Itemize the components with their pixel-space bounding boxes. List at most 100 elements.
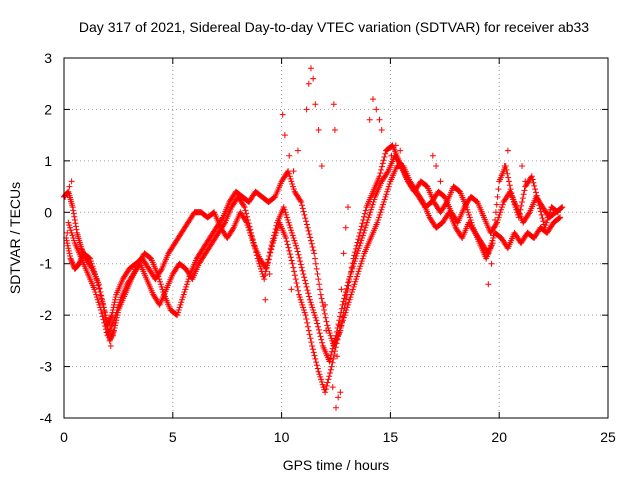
data-point (322, 314, 329, 321)
data-point (385, 183, 392, 190)
data-point (66, 253, 73, 259)
data-point (343, 285, 350, 292)
data-point (344, 204, 351, 211)
data-point (366, 211, 373, 218)
data-point (318, 295, 325, 302)
data-point (530, 179, 537, 186)
data-point (349, 286, 356, 293)
data-point (533, 192, 540, 199)
data-point (506, 182, 513, 189)
data-point (180, 291, 187, 298)
data-point (507, 186, 514, 193)
data-point (347, 294, 354, 301)
data-point (521, 187, 528, 194)
data-point (330, 355, 337, 362)
data-point (306, 293, 313, 300)
data-point (312, 355, 319, 362)
data-point (433, 163, 440, 169)
data-point (302, 215, 309, 222)
data-point (337, 389, 344, 396)
data-point (250, 239, 257, 246)
data-point (330, 342, 337, 349)
data-point (351, 281, 358, 288)
data-point (315, 326, 322, 333)
data-point (317, 291, 324, 298)
data-point (323, 327, 330, 334)
data-point (314, 365, 321, 372)
data-point (464, 206, 471, 213)
data-point (107, 316, 114, 322)
data-point (184, 278, 191, 285)
data-point (362, 207, 369, 214)
y-tick-label: -3 (40, 359, 53, 375)
data-point (98, 310, 105, 317)
y-tick-label: 3 (44, 50, 52, 66)
x-axis-label: GPS time / hours (283, 457, 390, 473)
data-point (229, 226, 236, 232)
data-point (352, 255, 359, 262)
data-point (301, 274, 308, 281)
data-point (299, 202, 305, 209)
data-point (340, 250, 347, 257)
data-point (281, 132, 288, 139)
data-point (498, 204, 505, 211)
data-point (270, 235, 277, 242)
data-point (294, 147, 301, 154)
data-point (542, 222, 549, 229)
data-point (386, 181, 393, 187)
data-point (89, 263, 96, 270)
data-point (314, 320, 321, 327)
data-point (316, 371, 323, 378)
data-point (158, 283, 165, 290)
data-point (102, 326, 109, 333)
data-point (307, 335, 314, 342)
data-point (78, 246, 85, 253)
data-point (303, 106, 310, 113)
data-point (286, 152, 293, 159)
data-point (380, 201, 387, 208)
data-point (355, 268, 362, 275)
data-point (298, 199, 305, 205)
data-point (266, 253, 273, 259)
data-point (309, 304, 316, 311)
data-point (516, 210, 523, 217)
data-point (257, 265, 264, 272)
data-point (357, 263, 364, 270)
data-point (329, 384, 336, 391)
data-point (505, 174, 512, 181)
data-point (531, 182, 538, 189)
data-point (297, 197, 304, 204)
data-point (324, 322, 331, 329)
data-point (279, 111, 286, 118)
data-point (382, 150, 389, 157)
data-point (313, 265, 320, 272)
data-point (318, 336, 325, 343)
data-point (518, 202, 525, 209)
data-point (485, 281, 492, 288)
data-point (64, 242, 71, 249)
data-point (361, 210, 368, 217)
data-point (297, 258, 304, 265)
data-point (557, 214, 564, 221)
series-track-b (63, 163, 564, 396)
axis-ticks (63, 57, 609, 419)
data-point (532, 189, 539, 196)
data-point (493, 220, 500, 227)
data-point (492, 209, 499, 216)
data-point (99, 313, 106, 320)
data-point (272, 226, 279, 232)
chart-title: Day 317 of 2021, Sidereal Day-to-day VTE… (79, 19, 589, 35)
data-point (519, 195, 526, 202)
data-point (379, 160, 386, 167)
data-point (248, 229, 255, 236)
data-point (283, 238, 290, 245)
data-point (520, 191, 527, 198)
data-point (309, 343, 316, 349)
data-point (318, 379, 325, 385)
data-point (359, 232, 366, 239)
data-point (357, 240, 364, 247)
data-point (114, 307, 121, 313)
data-point (157, 278, 164, 285)
data-point (68, 258, 75, 265)
